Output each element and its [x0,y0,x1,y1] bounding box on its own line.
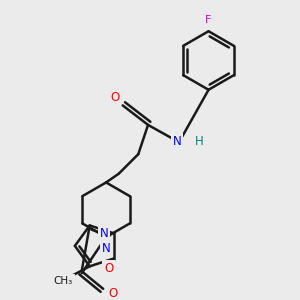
Text: O: O [108,287,118,300]
Text: N: N [102,242,110,255]
Text: N: N [173,135,182,148]
Text: F: F [206,14,212,25]
Text: O: O [110,91,119,104]
Text: N: N [100,227,108,240]
Text: CH₃: CH₃ [54,276,73,286]
Text: H: H [194,135,203,148]
Text: O: O [104,262,113,275]
